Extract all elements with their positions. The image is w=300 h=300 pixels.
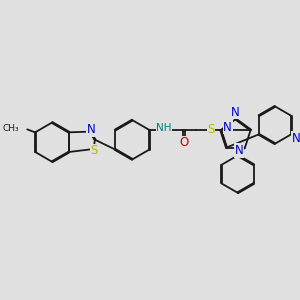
Text: N: N xyxy=(235,144,243,157)
Text: CH₃: CH₃ xyxy=(3,124,20,133)
Text: N: N xyxy=(223,121,232,134)
Text: N: N xyxy=(292,132,300,145)
Text: S: S xyxy=(208,123,215,136)
Text: N: N xyxy=(87,123,96,136)
Text: NH: NH xyxy=(156,123,172,133)
Text: O: O xyxy=(179,136,188,149)
Text: N: N xyxy=(231,106,240,119)
Text: S: S xyxy=(91,145,98,158)
